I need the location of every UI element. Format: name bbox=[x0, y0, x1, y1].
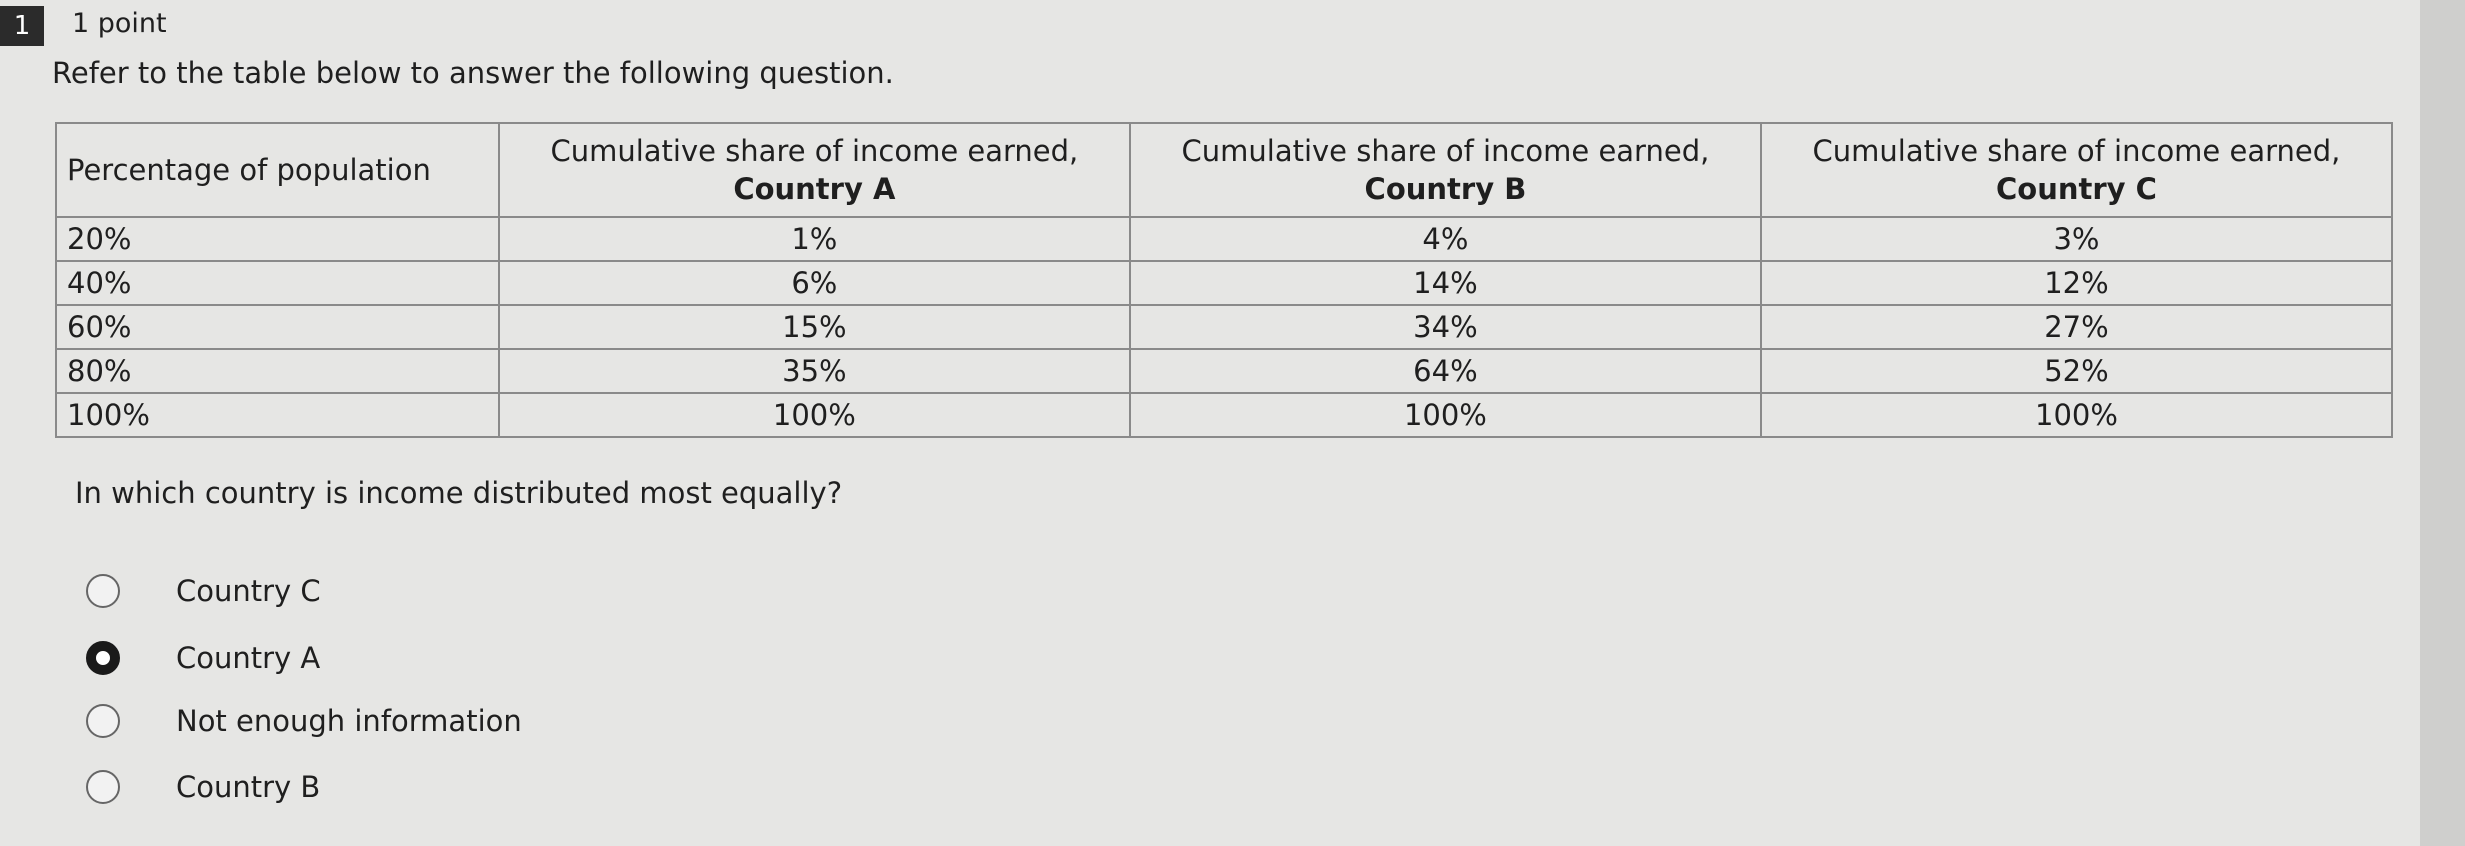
table-row: 40% 6% 14% 12% bbox=[55, 260, 2394, 306]
header-country: Country C bbox=[1995, 172, 2157, 206]
option[interactable]: Country A bbox=[86, 641, 320, 675]
option[interactable]: Country C bbox=[86, 574, 321, 608]
table-cell: 100% bbox=[1759, 392, 2394, 438]
table-cell: 100% bbox=[55, 392, 500, 438]
table-row: 100% 100% 100% 100% bbox=[55, 392, 2394, 438]
column-header: Cumulative share of income earned, Countr… bbox=[1759, 122, 2394, 218]
header-country: Country B bbox=[1364, 172, 1527, 206]
table-cell: 20% bbox=[55, 216, 500, 262]
table-cell: 52% bbox=[1759, 348, 2394, 394]
table-cell: 80% bbox=[55, 348, 500, 394]
header-country: Country A bbox=[733, 172, 896, 206]
table-cell: 27% bbox=[1759, 304, 2394, 350]
question: In which country is income distributed m… bbox=[75, 476, 843, 510]
column-header: Cumulative share of income earned, Countr… bbox=[1128, 122, 1762, 218]
table-cell: 34% bbox=[1128, 304, 1762, 350]
radio-button[interactable] bbox=[86, 704, 120, 738]
table-row: 60% 15% 34% 27% bbox=[55, 304, 2394, 350]
radio-button[interactable] bbox=[86, 770, 120, 804]
table-cell: 12% bbox=[1759, 260, 2394, 306]
table-cell: 14% bbox=[1128, 260, 1762, 306]
radio-button[interactable] bbox=[86, 574, 120, 608]
table-cell: 6% bbox=[497, 260, 1131, 306]
radio-button[interactable] bbox=[86, 641, 120, 675]
prompt: Refer to the table below to answer the f… bbox=[52, 56, 894, 90]
table-cell: 40% bbox=[55, 260, 500, 306]
table-cell: 35% bbox=[497, 348, 1131, 394]
window-edge bbox=[2420, 0, 2465, 846]
table-cell: 64% bbox=[1128, 348, 1762, 394]
table-row: 20% 1% 4% 3% bbox=[55, 216, 2394, 262]
table-cell: 3% bbox=[1759, 216, 2394, 262]
header-text: Cumulative share of income earned, bbox=[1181, 134, 1710, 168]
table-cell: 4% bbox=[1128, 216, 1762, 262]
option[interactable]: Not enough information bbox=[86, 704, 522, 738]
points: 1 point bbox=[72, 8, 167, 39]
header-text: Percentage of population bbox=[67, 153, 431, 187]
column-header: Percentage of population bbox=[55, 122, 500, 218]
table-cell: 1% bbox=[497, 216, 1131, 262]
table-cell: 15% bbox=[497, 304, 1131, 350]
header-row: Percentage of population Cumulative share… bbox=[55, 122, 2394, 218]
table-row: 80% 35% 64% 52% bbox=[55, 348, 2394, 394]
table-cell: 100% bbox=[1128, 392, 1762, 438]
table-cell: 60% bbox=[55, 304, 500, 350]
option-label: Country B bbox=[176, 770, 321, 804]
question-number: 1 bbox=[0, 6, 44, 46]
option-label: Country A bbox=[176, 641, 321, 675]
data-table: Percentage of population Cumulative share… bbox=[55, 122, 2394, 438]
header-text: Cumulative share of income earned, bbox=[550, 134, 1079, 168]
column-header: Cumulative share of income earned, Countr… bbox=[497, 122, 1131, 218]
table-cell: 100% bbox=[497, 392, 1131, 438]
header-text: Cumulative share of income earned, bbox=[1812, 134, 2341, 168]
option-label: Not enough information bbox=[176, 704, 522, 738]
option[interactable]: Country B bbox=[86, 770, 320, 804]
option-label: Country C bbox=[176, 574, 321, 608]
